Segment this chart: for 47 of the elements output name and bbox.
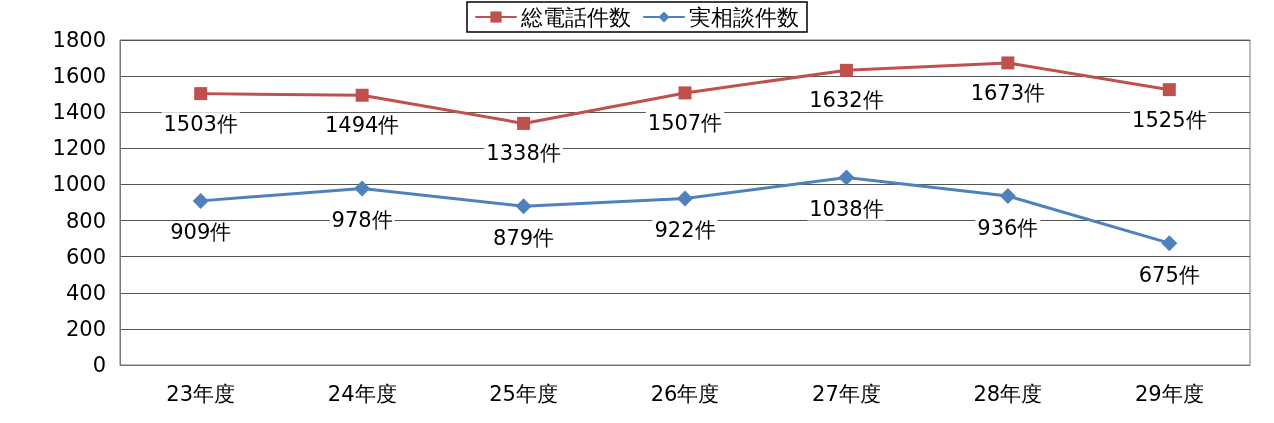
y-tick-label: 600	[65, 244, 106, 269]
point	[838, 169, 855, 186]
x-tick-label: 29年度	[1134, 381, 1204, 406]
data-label: 1673件	[970, 80, 1046, 105]
data-label: 879件	[493, 225, 555, 250]
legend-label: 総電話件数	[520, 4, 631, 30]
point	[999, 188, 1016, 204]
data-label: 978件	[331, 207, 393, 232]
point	[355, 88, 369, 102]
y-tick-label: 1200	[52, 136, 106, 161]
point	[515, 198, 532, 215]
y-tick-label: 0	[92, 353, 106, 377]
y-tick-label: 400	[65, 280, 106, 305]
point	[677, 190, 693, 207]
point	[192, 192, 209, 209]
point	[1162, 83, 1176, 97]
point	[1161, 235, 1178, 252]
x-tick-label: 27年度	[812, 381, 881, 406]
data-label: 1632件	[809, 88, 884, 113]
data-label: 936件	[977, 215, 1039, 240]
x-tick-label: 28年度	[973, 381, 1043, 406]
data-label: 1038件	[809, 197, 884, 222]
x-tick-label: 23年度	[166, 381, 236, 406]
data-label: 909件	[170, 220, 232, 245]
y-tick-label: 1400	[52, 100, 106, 125]
x-tick-label: 26年度	[650, 381, 720, 406]
y-tick-label: 1800	[52, 28, 106, 52]
y-tick-label: 200	[65, 316, 106, 341]
point	[354, 180, 371, 197]
y-tick-label: 1600	[52, 64, 106, 89]
y-tick-label: 800	[65, 208, 106, 233]
point	[678, 86, 692, 100]
data-label: 1503件	[163, 111, 238, 136]
legend-label: 実相談件数	[689, 4, 799, 30]
data-label: 922件	[654, 218, 716, 243]
data-label: 1338件	[486, 141, 561, 166]
data-label: 1494件	[324, 113, 400, 138]
point	[517, 116, 531, 130]
y-tick-label: 1000	[52, 172, 106, 197]
x-tick-label: 24年度	[327, 381, 397, 406]
data-label: 1507件	[647, 110, 723, 135]
data-label: 1525件	[1132, 107, 1207, 132]
x-tick-label: 25年度	[489, 381, 558, 406]
data-label: 675件	[1138, 262, 1200, 287]
point	[194, 87, 208, 101]
point	[839, 63, 853, 77]
point	[1001, 56, 1015, 70]
